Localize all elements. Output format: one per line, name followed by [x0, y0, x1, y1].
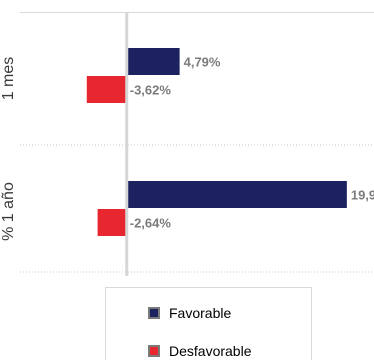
data-label: 19,94%	[351, 188, 374, 203]
legend: Favorable Desfavorable	[105, 287, 312, 360]
bar-desfavorable-0	[86, 76, 127, 103]
bar-desfavorable-1	[97, 209, 127, 236]
bar-favorable-1	[126, 181, 347, 208]
category-label: 1 mes	[0, 57, 17, 101]
bar-chart: 4,79% -3,62% 19,94% -2,64% 1 mes % 1 año	[0, 12, 374, 276]
data-label: 4,79%	[184, 55, 221, 70]
data-label: -2,64%	[130, 216, 172, 231]
legend-swatch-favorable	[148, 307, 160, 319]
legend-swatch-desfavorable	[148, 345, 160, 357]
legend-label-favorable: Favorable	[169, 305, 232, 321]
data-label-background	[348, 186, 374, 203]
data-label-background	[127, 214, 179, 231]
chart-top-border	[20, 12, 374, 13]
legend-item-favorable: Favorable	[148, 305, 231, 321]
data-label-background	[127, 81, 179, 98]
data-label-background	[181, 53, 225, 70]
data-label: -3,62%	[130, 83, 172, 98]
legend-item-desfavorable: Desfavorable	[148, 343, 252, 359]
legend-label-desfavorable: Desfavorable	[169, 343, 252, 359]
bar-favorable-0	[126, 48, 180, 75]
category-label: % 1 año	[0, 182, 17, 241]
